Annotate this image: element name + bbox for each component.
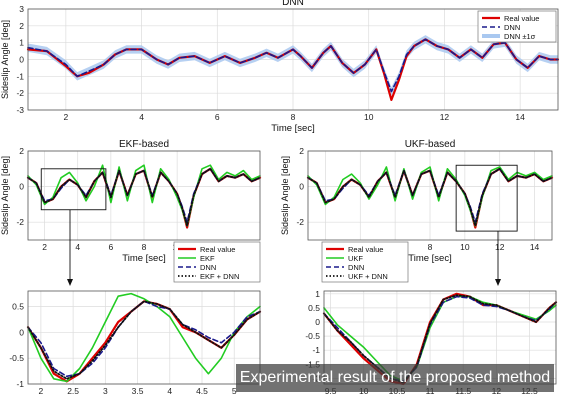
- chart1-axes-frame: [27, 8, 559, 111]
- chart3-x-axis-label: Time [sec]: [408, 253, 451, 264]
- chart1-legend-label-dnn: DNN: [504, 23, 520, 32]
- chart3-y-tick-label: 0: [299, 182, 304, 192]
- chart4-x-tick-label: 2: [39, 386, 44, 396]
- chart5-series-ukf-dnn: [323, 294, 557, 384]
- zoom-arrowhead-1: [67, 279, 73, 286]
- chart2-y-tick-label: 0: [19, 182, 24, 192]
- chart5-y-tick-label: -0.5: [305, 331, 320, 341]
- chart2-legend-label-dnn: DNN: [200, 263, 216, 272]
- chart4-series-dnn: [27, 300, 261, 378]
- chart2-legend-label-ekf-dnn: EKF + DNN: [200, 272, 239, 281]
- chart2-x-axis-label: Time [sec]: [122, 253, 165, 264]
- chart3-y-axis-label: Sideslip Angle [deg]: [280, 156, 290, 235]
- chart1-y-tick-label: -1: [16, 71, 24, 81]
- chart2-y-axis-label: Sideslip Angle [deg]: [0, 156, 10, 235]
- chart1-x-tick-label: 10: [364, 112, 374, 122]
- chart2-x-tick-label: 8: [142, 242, 147, 252]
- chart1-y-axis-label: Sideslip Angle [deg]: [0, 20, 10, 99]
- chart4-axes-frame: [27, 290, 261, 385]
- chart4-y-tick-label: 0: [19, 327, 24, 337]
- chart4-x-tick-label: 5: [232, 386, 237, 396]
- chart3-legend-label-dnn: DNN: [348, 263, 364, 272]
- chart4-x-tick-label: 4.5: [196, 386, 208, 396]
- chart3-y-tick-label: -2: [296, 217, 304, 227]
- chart3-x-tick-label: 12: [495, 242, 505, 252]
- zoom-box-2: [455, 164, 518, 232]
- chart1-x-tick-label: 14: [515, 112, 525, 122]
- chart2-legend-label-real-value: Real value: [200, 245, 235, 254]
- chart3-x-tick-label: 14: [530, 242, 540, 252]
- chart3-legend-label-ukf: UKF: [348, 254, 363, 263]
- chart1-x-tick-label: 8: [291, 112, 296, 122]
- chart2-y-tick-label: -2: [16, 217, 24, 227]
- chart1-x-tick-label: 4: [139, 112, 144, 122]
- chart2-axes-frame: [27, 150, 261, 241]
- chart3-y-tick-label: 2: [299, 146, 304, 156]
- chart3-legend-label-real-value: Real value: [348, 245, 383, 254]
- chart4-x-tick-label: 2.5: [67, 386, 79, 396]
- chart2-series-ekf-dnn: [27, 167, 261, 227]
- chart1-legend-label-real-value: Real value: [504, 14, 539, 23]
- chart4-y-tick-label: -1: [16, 379, 24, 389]
- chart5-y-tick-label: 0: [315, 317, 320, 327]
- chart1-y-tick-label: 2: [19, 21, 24, 31]
- chart4-x-tick-label: 3: [103, 386, 108, 396]
- chart1-legend-label-dnn-1: DNN ±1σ: [504, 32, 536, 41]
- chart1-x-axis-label: Time [sec]: [271, 123, 314, 134]
- zoom-box-1: [40, 168, 107, 211]
- chart4-series-ekf: [27, 292, 261, 383]
- chart1-series-dnn: [27, 38, 559, 93]
- chart3-axes-frame: [307, 150, 553, 241]
- chart4-x-tick-label: 4: [167, 386, 172, 396]
- chart3-legend-label-ukf-dnn: UKF + DNN: [348, 272, 388, 281]
- chart1-y-tick-label: 0: [19, 55, 24, 65]
- chart1-y-tick-label: -3: [16, 105, 24, 115]
- caption-banner: Experimental result of the proposed meth…: [236, 364, 554, 392]
- chart3-x-tick-label: 8: [428, 242, 433, 252]
- chart3-title: UKF-based: [405, 139, 456, 150]
- zoom-arrowhead-2: [495, 279, 501, 286]
- chart5-y-tick-label: -1: [312, 345, 320, 355]
- chart1-y-tick-label: -2: [16, 88, 24, 98]
- chart1-title: DNN: [282, 0, 304, 8]
- chart1-x-tick-label: 2: [63, 112, 68, 122]
- chart5-y-tick-label: 0.5: [308, 303, 320, 313]
- chart3-x-tick-label: 10: [460, 242, 470, 252]
- chart1-y-tick-label: 3: [19, 4, 24, 14]
- chart2-title: EKF-based: [119, 139, 169, 150]
- chart5-y-tick-label: 1: [315, 289, 320, 299]
- chart1-x-tick-label: 6: [215, 112, 220, 122]
- chart2-x-tick-label: 4: [75, 242, 80, 252]
- chart4-x-tick-label: 3.5: [132, 386, 144, 396]
- chart2-legend-label-ekf: EKF: [200, 254, 215, 263]
- chart2-y-tick-label: 2: [19, 146, 24, 156]
- chart4-series-ekf-dnn: [27, 300, 261, 380]
- chart4-y-tick-label: 0.5: [12, 302, 24, 312]
- chart2-x-tick-label: 6: [108, 242, 113, 252]
- chart3-series-ukf-dnn: [307, 167, 553, 227]
- chart4-y-tick-label: -0.5: [9, 353, 24, 363]
- chart4-plot-area: [28, 291, 260, 384]
- chart1-x-tick-label: 12: [440, 112, 450, 122]
- chart1-y-tick-label: 1: [19, 38, 24, 48]
- chart2-x-tick-label: 2: [42, 242, 47, 252]
